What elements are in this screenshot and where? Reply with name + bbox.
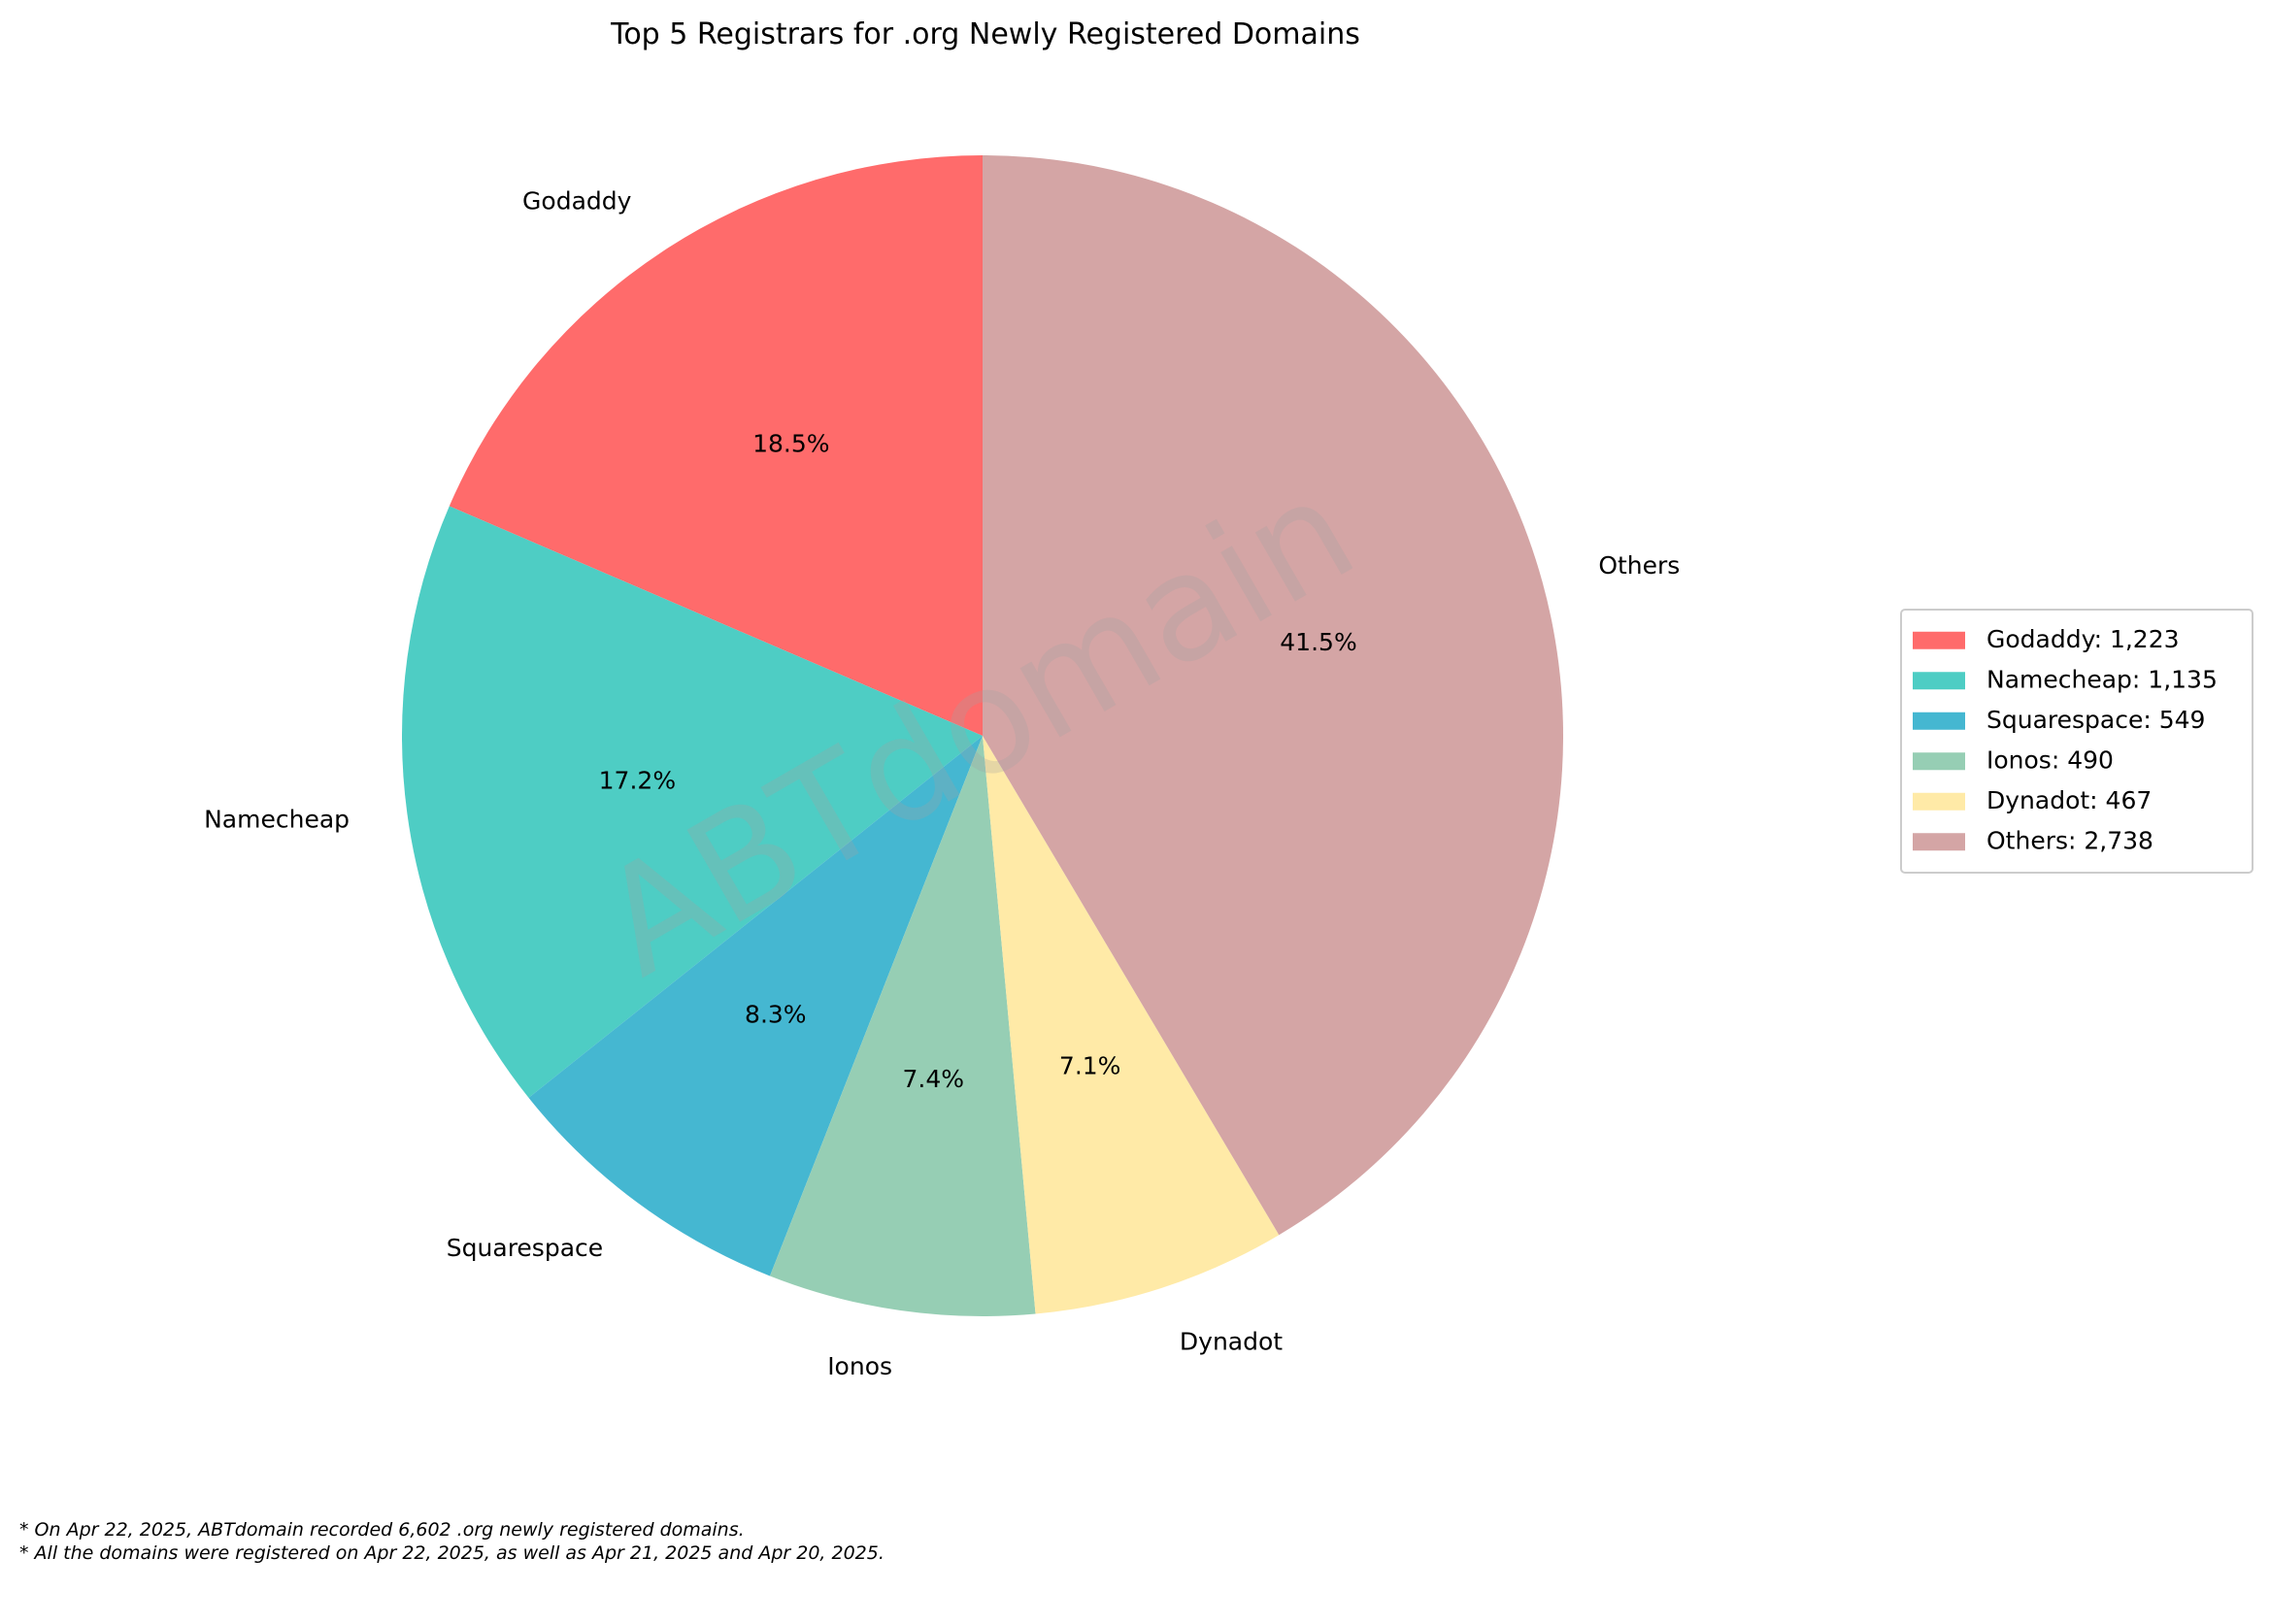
- legend: Godaddy: 1,223 Namecheap: 1,135 Squarespac…: [1900, 609, 2253, 874]
- legend-entry-namecheap: Namecheap: 1,135: [1986, 665, 2218, 693]
- legend-entry-others: Others: 2,738: [1986, 826, 2153, 854]
- legend-swatch-dynadot: [1913, 792, 1965, 811]
- percent-label-namecheap: 17.2%: [599, 767, 676, 795]
- legend-swatch-others: [1913, 833, 1965, 851]
- percent-labels: 18.5% 17.2% 8.3% 7.4% 7.1% 41.5%: [599, 429, 1357, 1093]
- legend-swatch-namecheap: [1913, 672, 1965, 690]
- slice-label-dynadot: Dynadot: [1180, 1328, 1283, 1356]
- footnotes: * On Apr 22, 2025, ABTdomain recorded 6,…: [19, 1519, 885, 1564]
- slice-label-godaddy: Godaddy: [522, 186, 632, 215]
- percent-label-ionos: 7.4%: [903, 1065, 965, 1093]
- slice-label-others: Others: [1598, 551, 1680, 580]
- percent-label-godaddy: 18.5%: [752, 429, 829, 457]
- footnote-1: * On Apr 22, 2025, ABTdomain recorded 6,…: [19, 1519, 745, 1541]
- pie-slice-ionos: [769, 736, 1036, 1316]
- legend-entry-squarespace: Squarespace: 549: [1986, 706, 2205, 734]
- legend-swatch-ionos: [1913, 752, 1965, 771]
- pie-slice-godaddy: [449, 155, 984, 736]
- footnote-2: * All the domains were registered on Apr…: [19, 1542, 885, 1564]
- legend-swatch-squarespace: [1913, 712, 1965, 730]
- legend-items: Godaddy: 1,223 Namecheap: 1,135 Squarespac…: [1913, 625, 2218, 854]
- legend-entry-godaddy: Godaddy: 1,223: [1986, 625, 2180, 653]
- pie-slices: [402, 155, 1563, 1316]
- slice-label-namecheap: Namecheap: [204, 805, 350, 833]
- chart-title: Top 5 Registrars for .org Newly Register…: [610, 17, 1360, 51]
- slice-labels: Godaddy Namecheap Squarespace Ionos Dynadot O…: [204, 186, 1680, 1380]
- legend-swatch-godaddy: [1913, 631, 1965, 649]
- percent-label-others: 41.5%: [1280, 628, 1356, 656]
- slice-label-ionos: Ionos: [827, 1352, 892, 1380]
- pie-slice-dynadot: [983, 736, 1280, 1314]
- legend-entry-dynadot: Dynadot: 467: [1986, 786, 2152, 814]
- percent-label-dynadot: 7.1%: [1059, 1051, 1121, 1079]
- pie-slice-others: [983, 155, 1563, 1236]
- legend-entry-ionos: Ionos: 490: [1986, 746, 2114, 774]
- percent-label-squarespace: 8.3%: [745, 1001, 807, 1029]
- pie-slice-namecheap: [402, 506, 983, 1098]
- slice-label-squarespace: Squarespace: [447, 1234, 603, 1262]
- legend-frame: [1900, 609, 2253, 874]
- pie-slice-squarespace: [528, 736, 983, 1276]
